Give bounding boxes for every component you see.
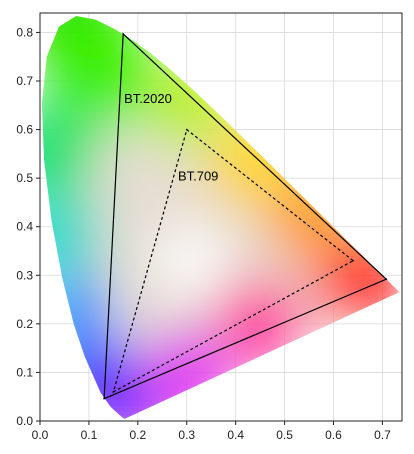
gamut-vertex (185, 128, 188, 131)
color-blob (41, 104, 99, 203)
y-tick-label: 0.1 (16, 365, 33, 379)
gamut-triangles (103, 32, 388, 400)
gamut-vertex (103, 397, 105, 400)
x-tick-label: 0.5 (276, 428, 293, 442)
y-tick-label: 0.2 (16, 317, 33, 331)
y-tick-label: 0.0 (16, 414, 33, 428)
y-tick-label: 0.3 (16, 268, 33, 282)
gamut-vertex (112, 391, 115, 393)
color-blob (41, 16, 158, 130)
gamut-bt-709 (112, 128, 355, 394)
gamut-vertex (122, 33, 124, 35)
x-tick-label: 0.0 (32, 428, 49, 442)
gamut-bt-2020 (103, 32, 388, 400)
annotation-bt-2020: BT.2020 (124, 91, 172, 106)
gamut-vertex (385, 278, 388, 280)
color-blob (41, 192, 104, 281)
y-tick-label: 0.6 (16, 123, 33, 137)
annotation-bt-709: BT.709 (178, 169, 218, 184)
x-tick-label: 0.6 (325, 428, 342, 442)
y-tick-label: 0.5 (16, 171, 33, 185)
gamut-vertex (352, 259, 354, 262)
axes-frame (39, 12, 403, 422)
color-blob (93, 372, 163, 419)
color-blob (216, 279, 305, 368)
x-tick-label: 0.2 (129, 428, 146, 442)
x-tick-label: 0.7 (374, 428, 391, 442)
y-tick-label: 0.8 (16, 25, 33, 39)
y-tick-label: 0.7 (16, 74, 33, 88)
axes: 0.0 0.1 0.2 0.3 0.4 0.5 0.6 0.7 0.0 0.1 0.2 0.3 0.4 0… (16, 12, 403, 442)
x-tick-label: 0.3 (178, 428, 195, 442)
y-tick-label: 0.4 (16, 220, 33, 234)
annotations: BT.2020 BT.709 (124, 91, 218, 184)
x-tick-label: 0.1 (81, 428, 98, 442)
x-tick-label: 0.4 (227, 428, 244, 442)
color-blob (157, 226, 226, 295)
